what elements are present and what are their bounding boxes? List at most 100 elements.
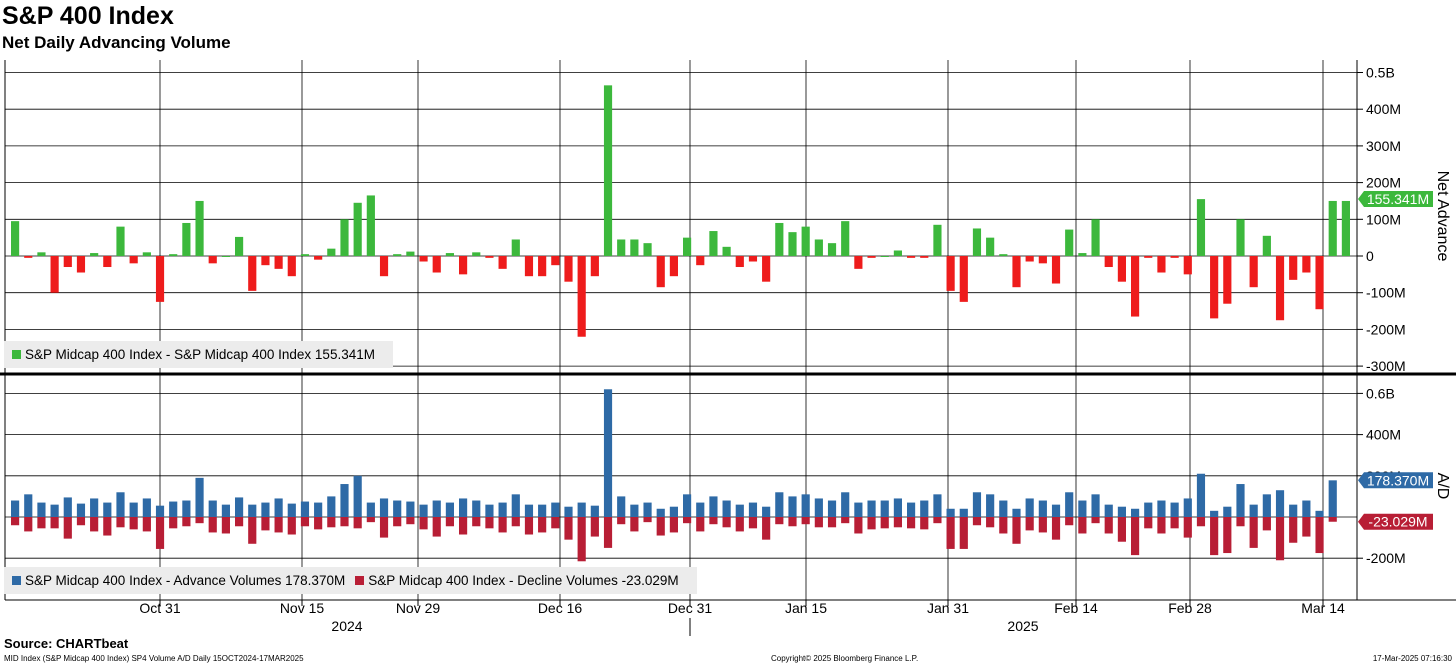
advance-volume-bar	[814, 498, 823, 517]
advance-volume-bar	[1196, 473, 1206, 517]
y-tick-label-top: 300M	[1366, 138, 1401, 154]
net-advance-bar	[867, 256, 876, 258]
decline-volume-bar	[485, 517, 494, 529]
advance-volume-bar	[169, 501, 178, 517]
x-tick-label: Mar 14	[1301, 600, 1345, 616]
net-advance-bar	[1183, 256, 1192, 275]
advance-volume-bar	[11, 500, 20, 517]
decline-volume-bar	[630, 517, 639, 532]
decline-volume-bar	[867, 517, 876, 530]
advance-volume-bar	[801, 494, 810, 517]
advance-volume-bar	[155, 505, 165, 517]
net-advance-bar	[1051, 256, 1061, 284]
net-advance-bar	[1223, 256, 1232, 304]
net-advance-bar	[920, 256, 929, 258]
decline-volume-bar	[327, 517, 336, 528]
net-advance-bar	[142, 252, 151, 256]
y-tick-label-top: -100M	[1366, 285, 1406, 301]
net-advance-bar	[195, 200, 204, 256]
decline-volume-bar	[748, 517, 758, 529]
x-tick-label: Feb 14	[1054, 600, 1098, 616]
advance-volume-bar	[116, 492, 125, 517]
net-advance-bar	[511, 239, 520, 256]
decline-volume-bar	[379, 517, 389, 538]
net-advance-bar	[630, 239, 639, 256]
net-advance-bar	[1170, 256, 1179, 258]
decline-volume-bar	[801, 517, 810, 525]
advance-volume-bar	[999, 500, 1008, 517]
advance-volume-bar	[603, 389, 613, 517]
net-advance-bar	[1341, 200, 1350, 256]
net-advance-bar	[564, 256, 573, 282]
advance-volume-bar	[1249, 504, 1258, 517]
decline-volume-bar	[735, 517, 744, 532]
decline-volume-bar	[445, 517, 454, 527]
advance-volume-bar	[1144, 502, 1153, 517]
decline-volume-bar	[169, 517, 178, 529]
decline-volume-bar	[1210, 517, 1219, 556]
net-advance-bar	[933, 224, 942, 256]
footer-series-info: MID Index (S&P Midcap 400 Index) SP4 Vol…	[4, 654, 304, 663]
net-advance-bar	[748, 256, 758, 262]
advance-volume-bar	[393, 500, 402, 517]
decline-volume-bar	[261, 517, 270, 531]
decline-volume-bar	[366, 517, 375, 523]
advance-volume-bar	[248, 504, 257, 517]
net-advance-bar	[1328, 200, 1337, 256]
decline-volume-bar	[972, 517, 982, 526]
net-advance-bar	[63, 256, 72, 268]
decline-volume-bar	[551, 517, 560, 529]
advance-volume-bar	[1051, 504, 1061, 517]
advance-volume-bar	[959, 508, 968, 517]
decline-volume-bar	[920, 517, 929, 530]
decline-volume-bar	[208, 517, 217, 533]
svg-text:155.341M: 155.341M	[1367, 191, 1429, 207]
decline-volume-bar	[1183, 517, 1192, 538]
net-advance-bar	[880, 256, 889, 257]
net-advance-bar	[1144, 256, 1153, 258]
net-advance-bar	[432, 256, 441, 273]
net-advance-bar	[327, 248, 336, 256]
decline-volume-bar	[314, 517, 323, 530]
decline-volume-bar	[1144, 517, 1153, 529]
net-advance-bar	[37, 252, 46, 256]
advance-volume-bar	[775, 492, 784, 517]
advance-volume-bar	[300, 501, 310, 517]
decline-volume-bar	[287, 517, 296, 535]
decline-volume-bar	[1012, 517, 1021, 544]
decline-volume-bar	[406, 517, 415, 525]
advance-volume-bar	[656, 508, 665, 517]
decline-volume-bar	[1157, 517, 1166, 534]
decline-volume-bar	[24, 517, 33, 532]
decline-volume-bar	[1223, 517, 1232, 554]
net-advance-bar	[683, 237, 692, 256]
decline-volume-bar	[63, 517, 72, 539]
net-advance-bar	[340, 219, 349, 256]
y-axis-label-net-advance: Net Advance	[1434, 171, 1451, 262]
net-advance-bar	[735, 256, 744, 268]
net-advance-bar	[814, 239, 823, 256]
advance-volume-bar	[669, 506, 678, 517]
decline-volume-bar	[76, 517, 86, 526]
decline-volume-bar	[195, 517, 204, 524]
legend-swatch-green	[12, 350, 21, 359]
advance-volume-bar	[643, 502, 652, 517]
advance-volume-bar	[103, 502, 112, 517]
advance-volume-bar	[459, 498, 468, 517]
decline-volume-bar	[472, 517, 481, 527]
advance-volume-bar	[1157, 500, 1166, 517]
x-tick-label: Dec 16	[538, 600, 583, 616]
net-advance-bar	[1091, 219, 1100, 256]
net-advance-bar	[603, 85, 613, 256]
advance-volume-bar	[1315, 510, 1324, 517]
decline-volume-bar	[300, 517, 310, 527]
net-advance-bar	[116, 226, 125, 256]
y-tick-label-bottom: 400M	[1366, 427, 1401, 443]
advance-volume-bar	[142, 498, 151, 517]
net-advance-bar	[854, 256, 863, 269]
net-advance-bar	[445, 253, 454, 256]
net-advance-bar	[24, 256, 33, 258]
net-advance-bar	[472, 252, 481, 256]
x-tick-label: Dec 31	[668, 600, 713, 616]
